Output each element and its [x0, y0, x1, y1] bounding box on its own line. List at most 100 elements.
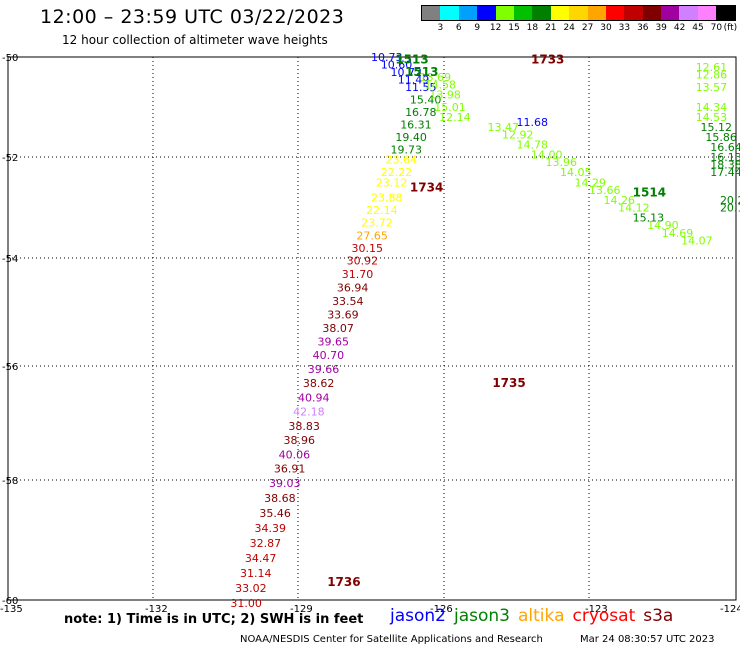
x-tick-label: -123	[585, 604, 608, 615]
swh-label: 15.12	[701, 121, 733, 134]
swh-label: 22.14	[366, 204, 398, 217]
legend-unit: (ft)	[723, 23, 738, 33]
swh-label: 16.78	[405, 106, 437, 119]
swh-label: 30.15	[352, 242, 384, 255]
swh-label: 23.72	[361, 217, 393, 230]
swh-label: 31.00	[230, 597, 261, 610]
satellite-jason2: jason2	[390, 606, 446, 626]
legend-label: 45	[692, 23, 704, 33]
swh-label: 14.90	[647, 219, 679, 232]
legend-label: 42	[673, 23, 686, 33]
swh-label: 13.96	[546, 156, 578, 169]
swh-label: 38.96	[284, 434, 316, 447]
legend-label: 39	[655, 23, 667, 33]
map-frame	[7, 56, 737, 601]
swh-label: 13.69	[420, 71, 452, 84]
legend-bar	[421, 5, 736, 21]
legend-swatch	[495, 6, 514, 20]
swh-label: 40.94	[298, 391, 330, 404]
swh-label: 16.64	[710, 141, 740, 154]
satellite-legend: jason2 jason3 altika cryosat s3a	[390, 606, 681, 626]
y-tick-label: -56	[2, 362, 18, 373]
legend-labels: 3 6 9 12 15 18 21 24 27 30 33 36 39 42 45 70 (ft)	[421, 21, 738, 33]
swh-label: 11.68	[517, 116, 549, 129]
page-title: 12:00 – 23:59 UTC 03/22/2023	[40, 6, 345, 28]
swh-label: 13.98	[429, 89, 461, 102]
swh-label: 38.62	[303, 377, 335, 390]
swh-label: 13.66	[589, 184, 621, 197]
legend-label: 3	[437, 23, 444, 33]
swh-label: 39.65	[317, 336, 349, 349]
swh-label: 14.58	[425, 79, 457, 92]
footer-credit: NOAA/NESDIS Center for Satellite Applica…	[240, 634, 543, 645]
swh-label: 39.03	[269, 477, 301, 490]
swh-label: 14.07	[681, 234, 713, 247]
legend-label: 6	[455, 23, 462, 33]
y-tick-label: -50	[2, 53, 18, 64]
legend-swatch	[477, 6, 496, 20]
satellite-cryosat: cryosat	[572, 606, 636, 626]
note-text: note: 1) Time is in UTC; 2) SWH is in fe…	[64, 612, 364, 627]
swh-label: 36.94	[337, 282, 369, 295]
swh-label: 33.54	[332, 295, 364, 308]
swh-label: 40.06	[279, 448, 311, 461]
swh-label: 10.73	[371, 51, 403, 64]
legend-label: 12	[489, 23, 502, 33]
legend-label: 33	[618, 23, 631, 33]
swh-label: 38.68	[264, 492, 296, 505]
swh-label: 20.20	[720, 194, 740, 207]
swh-label: 18.38	[710, 159, 740, 172]
map-ticks: -50 -52 -54 -56 -58 -60-135 -132 -129 -126 -123 -1…	[0, 53, 740, 615]
footer-timestamp: Mar 24 08:30:57 UTC 2023	[580, 634, 715, 645]
pass-time-label: 1513	[395, 53, 428, 67]
swh-label: 19.40	[395, 131, 427, 144]
legend-label: 70	[710, 23, 723, 33]
swh-label: 23.12	[376, 176, 408, 189]
swh-label: 14.12	[618, 202, 650, 215]
swh-label: 10.72	[390, 66, 422, 79]
swh-label: 12.86	[696, 69, 728, 82]
legend-swatch	[605, 6, 625, 20]
swh-label: 19.73	[390, 144, 422, 157]
swh-label: 35.46	[259, 507, 291, 520]
swh-label: 23.64	[386, 154, 418, 167]
legend-swatch	[458, 6, 478, 20]
swh-label: 14.69	[662, 227, 694, 240]
swh-label: 15.40	[410, 94, 442, 107]
satellite-altika: altika	[518, 606, 565, 626]
swh-label: 13.47	[488, 121, 520, 134]
swh-label: 42.18	[293, 406, 325, 419]
swh-label: 14.00	[531, 149, 563, 162]
pass-time-label: 1736	[327, 575, 360, 589]
swh-label: 15.01	[434, 101, 466, 114]
legend-label: 15	[508, 23, 520, 33]
swh-label: 34.47	[245, 552, 276, 565]
x-tick-label: -135	[0, 604, 23, 615]
swh-label: 34.39	[255, 522, 287, 535]
swh-label: 32.87	[250, 537, 282, 550]
y-tick-label: -58	[2, 476, 18, 487]
swh-label: 38.83	[288, 420, 320, 433]
color-legend: 3 6 9 12 15 18 21 24 27 30 33 36 39 42 45 70 (ft)	[421, 5, 738, 33]
swh-label: 14.26	[604, 194, 636, 207]
swh-label: 14.34	[696, 101, 728, 114]
legend-swatch	[440, 6, 459, 20]
swh-label: 33.02	[235, 582, 267, 595]
legend-swatch	[697, 6, 717, 20]
page-subtitle: 12 hour collection of altimeter wave hei…	[62, 33, 328, 47]
legend-swatch	[624, 6, 643, 20]
legend-label: 30	[600, 23, 612, 33]
swh-label: 12.14	[439, 111, 471, 124]
swh-label: 36.91	[274, 463, 306, 476]
legend-swatch	[550, 6, 570, 20]
legend-swatch	[661, 6, 680, 20]
y-tick-label: -54	[2, 254, 18, 265]
swh-label: 40.70	[313, 349, 345, 362]
swh-label: 10.60	[381, 59, 413, 72]
x-tick-label: -132	[145, 604, 168, 615]
swh-label: 30.92	[347, 255, 379, 268]
pass-time-label: 1735	[492, 376, 525, 390]
swh-label: 22.22	[381, 166, 413, 179]
